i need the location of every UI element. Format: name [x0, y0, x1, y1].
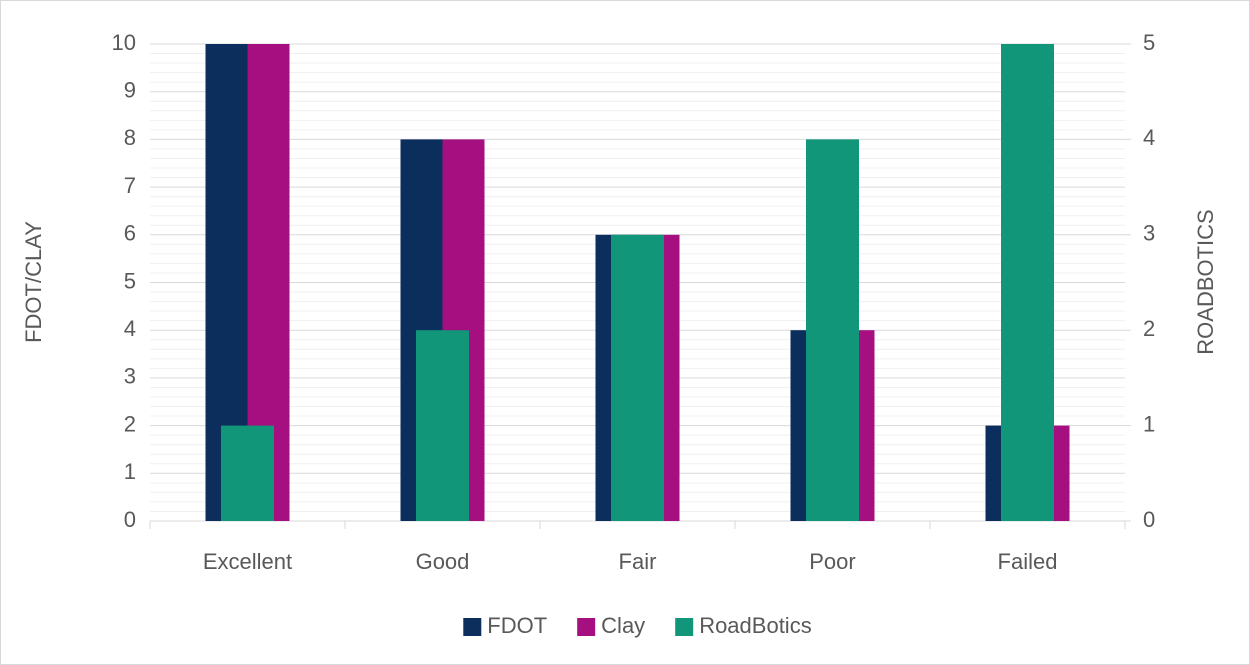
legend-swatch — [577, 618, 596, 636]
x-tick-label: Excellent — [203, 549, 292, 574]
y2-tick-label: 1 — [1143, 411, 1155, 436]
x-tick-label: Good — [416, 549, 470, 574]
x-tick-label: Poor — [809, 549, 855, 574]
legend-label: RoadBotics — [699, 613, 812, 638]
y-tick-label: 5 — [124, 268, 136, 293]
y-tick-label: 10 — [112, 30, 136, 55]
y-tick-label: 0 — [124, 507, 136, 532]
bar — [416, 330, 469, 521]
y-axis-label: FDOT/CLAY — [21, 221, 46, 343]
y-tick-label: 2 — [124, 411, 136, 436]
bar — [806, 139, 859, 521]
bar — [221, 425, 274, 521]
legend-swatch — [675, 618, 694, 636]
y-tick-label: 3 — [124, 364, 136, 389]
bar — [611, 234, 664, 522]
y2-tick-label: 5 — [1143, 30, 1155, 55]
y-tick-label: 4 — [124, 316, 136, 341]
x-tick-label: Fair — [619, 549, 657, 574]
y2-tick-label: 2 — [1143, 316, 1155, 341]
x-tick-label: Failed — [998, 549, 1058, 574]
y2-tick-label: 3 — [1143, 221, 1155, 246]
y-tick-label: 8 — [124, 125, 136, 150]
legend-swatch — [463, 618, 482, 636]
y2-tick-label: 4 — [1143, 125, 1155, 150]
y-tick-label: 9 — [124, 78, 136, 103]
y-tick-label: 1 — [124, 459, 136, 484]
y-tick-label: 6 — [124, 221, 136, 246]
y2-axis-label: ROADBOTICS — [1193, 209, 1218, 354]
bar — [1001, 44, 1054, 521]
legend-label: Clay — [601, 613, 645, 638]
legend-label: FDOT — [487, 613, 547, 638]
y-tick-label: 7 — [124, 173, 136, 198]
y2-tick-label: 0 — [1143, 507, 1155, 532]
